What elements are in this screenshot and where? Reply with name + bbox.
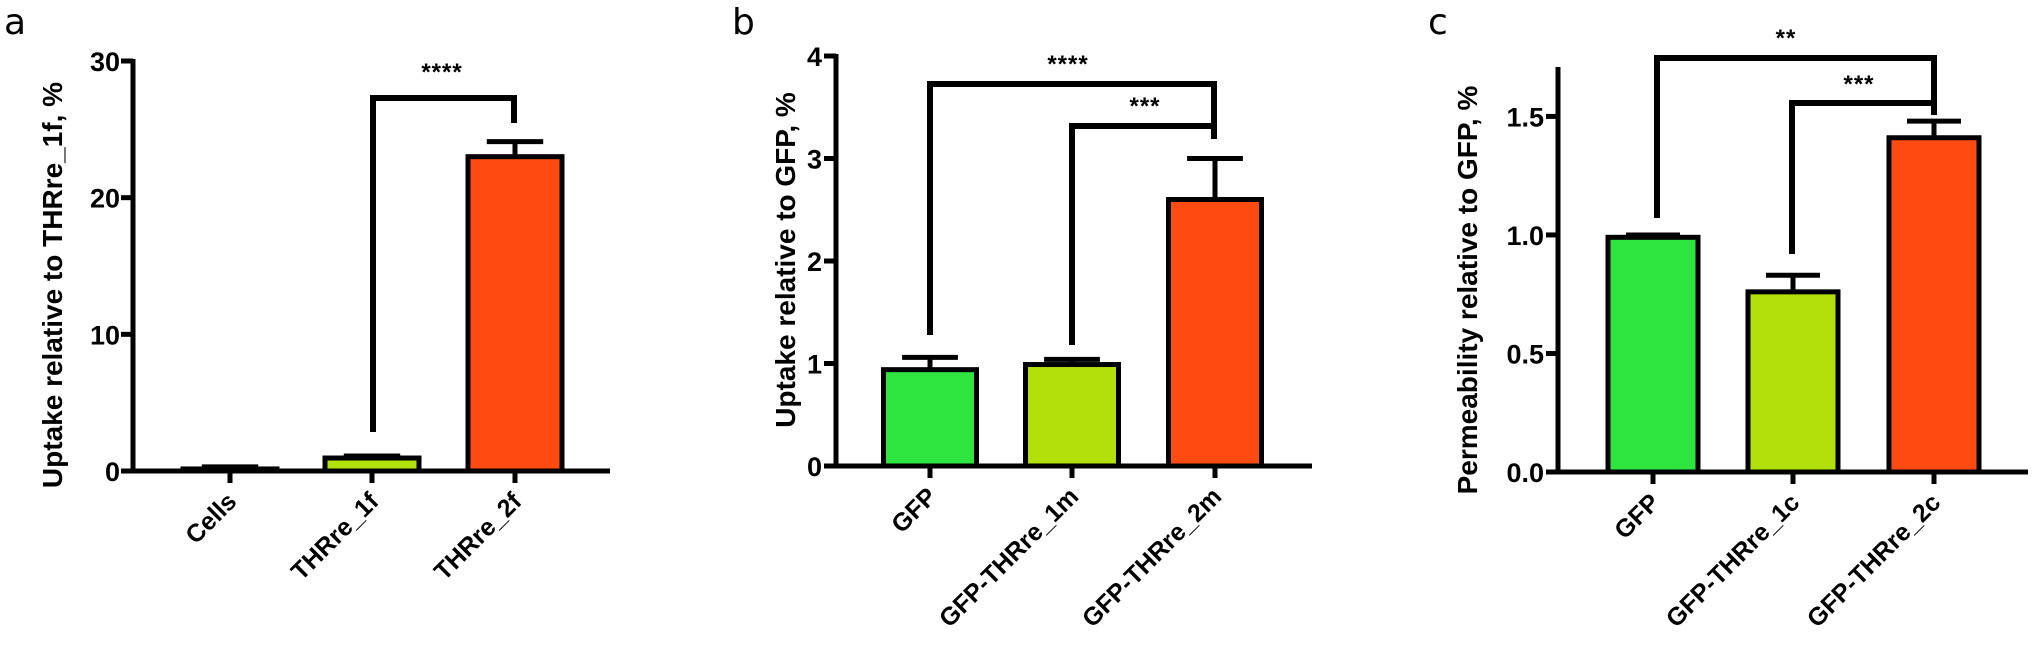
- y-axis-label: Permeability relative to GFP, %: [1452, 86, 1483, 495]
- significance-bracket: [1789, 100, 1937, 254]
- bar-gfp-thrre-1m: [1023, 362, 1121, 469]
- y-tick-label: 3: [807, 145, 822, 175]
- x-category-label: THRre_2f: [429, 487, 528, 586]
- y-tick-label: 1.0: [1506, 221, 1544, 251]
- y-tick-label: 10: [90, 320, 120, 350]
- bar-cells: [180, 466, 280, 474]
- significance-bracket: [370, 95, 517, 432]
- panel-c-permeability-gfp: c Permeability relative to GFP, % 0.0 0.5 1.…: [1428, 2, 2028, 633]
- panel-letter: c: [1428, 2, 1448, 43]
- y-tick-label: 0: [807, 452, 822, 482]
- y-tick-label: 30: [90, 47, 120, 77]
- y-tick-label: 1.5: [1506, 102, 1544, 132]
- y-tick-label: 4: [807, 42, 822, 72]
- significance-bracket: [1069, 123, 1217, 345]
- bar-thrre-1f: [322, 455, 422, 474]
- bar-thrre-2f: [465, 154, 565, 474]
- x-category-label: GFP-THRre_2m: [1077, 482, 1227, 632]
- y-tick-label: 1: [807, 350, 822, 380]
- y-tick-label: 0: [105, 457, 120, 487]
- significance-label: ***: [1843, 71, 1874, 98]
- panel-letter: b: [732, 2, 755, 43]
- significance-bracket: [927, 81, 1217, 335]
- x-category-label: GFP-THRre_2c: [1802, 488, 1947, 633]
- significance-label: ***: [1129, 93, 1160, 120]
- bar-gfp: [1605, 234, 1701, 475]
- bar-gfp-thrre-2m: [1166, 197, 1264, 469]
- bar-gfp: [881, 367, 979, 469]
- x-category-label: GFP-THRre_1c: [1661, 488, 1806, 633]
- y-tick-label: 0.5: [1506, 339, 1544, 369]
- x-category-label: THRre_1f: [286, 487, 385, 586]
- panel-letter: a: [4, 2, 26, 43]
- y-axis-label: Uptake relative to GFP, %: [770, 92, 801, 428]
- y-axis-label: Uptake relative to THRre_1f, %: [37, 82, 68, 488]
- y-tick-label: 0.0: [1506, 458, 1544, 488]
- bar-gfp-thrre-1c: [1745, 289, 1841, 475]
- x-category-label: GFP-THRre_1m: [934, 482, 1084, 632]
- y-tick-label: 2: [807, 247, 822, 277]
- bar-gfp-thrre-2c: [1886, 135, 1982, 475]
- x-category-label: GFP: [1609, 488, 1665, 544]
- x-category-label: Cells: [180, 487, 242, 549]
- significance-label: **: [1776, 25, 1797, 52]
- x-category-label: GFP: [886, 482, 942, 538]
- significance-label: ****: [1047, 51, 1088, 78]
- panel-a-uptake-thrre-1f: a Uptake relative to THRre_1f, % 0 10 20 30 Ce…: [4, 2, 610, 586]
- y-tick-label: 20: [90, 184, 120, 214]
- significance-label: ****: [421, 59, 462, 86]
- significance-bracket: [1654, 55, 1937, 218]
